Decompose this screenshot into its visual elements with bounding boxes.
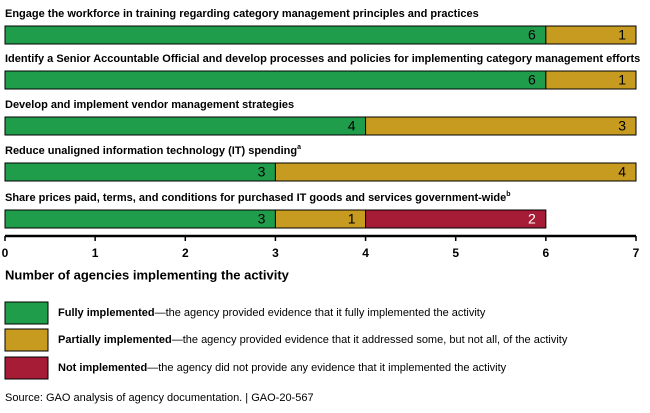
value-label: 6 xyxy=(528,72,536,88)
category-text: Identify a Senior Accountable Official a… xyxy=(5,53,640,65)
bar-segment xyxy=(4,162,276,182)
bar-segment xyxy=(4,116,367,136)
value-label: 1 xyxy=(618,72,626,88)
bar-segment xyxy=(274,162,637,182)
legend-description: —the agency provided evidence that it ad… xyxy=(172,334,568,346)
category-text: Engage the workforce in training regardi… xyxy=(5,8,479,20)
legend-entry: Fully implemented—the agency provided ev… xyxy=(58,307,486,319)
value-label: 4 xyxy=(618,164,626,180)
bar-segment xyxy=(545,70,637,90)
footnote-marker: b xyxy=(506,191,510,198)
value-label: 1 xyxy=(348,211,356,227)
legend-swatch xyxy=(4,328,49,352)
x-tick-label: 5 xyxy=(452,246,459,260)
x-tick-label: 7 xyxy=(633,246,640,260)
legend-entry: Not implemented—the agency did not provi… xyxy=(58,362,507,374)
x-tick-label: 3 xyxy=(272,246,279,260)
category-text: Share prices paid, terms, and conditions… xyxy=(5,192,506,204)
x-tick-label: 4 xyxy=(362,246,369,260)
bar-segment xyxy=(365,209,547,229)
value-label: 2 xyxy=(528,211,536,227)
legend-description: —the agency provided evidence that it fu… xyxy=(155,307,486,319)
category-label: Engage the workforce in training regardi… xyxy=(5,8,479,20)
bar-segment xyxy=(4,25,547,45)
x-tick-label: 1 xyxy=(92,246,99,260)
value-label: 3 xyxy=(618,118,626,134)
legend-description: —the agency did not provide any evidence… xyxy=(147,362,506,374)
value-label: 4 xyxy=(348,118,356,134)
legend-name: Not implemented xyxy=(58,362,147,374)
footnote-marker: a xyxy=(297,144,301,151)
category-label: Share prices paid, terms, and conditions… xyxy=(5,191,511,204)
category-label: Reduce unaligned information technology … xyxy=(5,144,301,157)
legend-swatch xyxy=(4,356,49,380)
category-text: Develop and implement vendor management … xyxy=(5,99,294,111)
legend-entry: Partially implemented—the agency provide… xyxy=(58,334,568,346)
x-tick-label: 6 xyxy=(543,246,550,260)
category-text: Reduce unaligned information technology … xyxy=(5,145,297,157)
bar-segment xyxy=(545,25,637,45)
source-note: Source: GAO analysis of agency documenta… xyxy=(5,392,314,404)
legend-name: Partially implemented xyxy=(58,334,172,346)
value-label: 3 xyxy=(258,164,266,180)
x-tick-label: 0 xyxy=(2,246,9,260)
value-label: 1 xyxy=(618,27,626,43)
category-label: Identify a Senior Accountable Official a… xyxy=(5,53,640,65)
legend-swatch xyxy=(4,301,49,325)
x-tick-label: 2 xyxy=(182,246,189,260)
value-label: 6 xyxy=(528,27,536,43)
legend-name: Fully implemented xyxy=(58,307,155,319)
bar-segment xyxy=(365,116,637,136)
category-label: Develop and implement vendor management … xyxy=(5,99,294,111)
x-axis-title: Number of agencies implementing the acti… xyxy=(5,267,290,282)
bar-segment xyxy=(4,70,547,90)
bar-segment xyxy=(4,209,276,229)
value-label: 3 xyxy=(258,211,266,227)
